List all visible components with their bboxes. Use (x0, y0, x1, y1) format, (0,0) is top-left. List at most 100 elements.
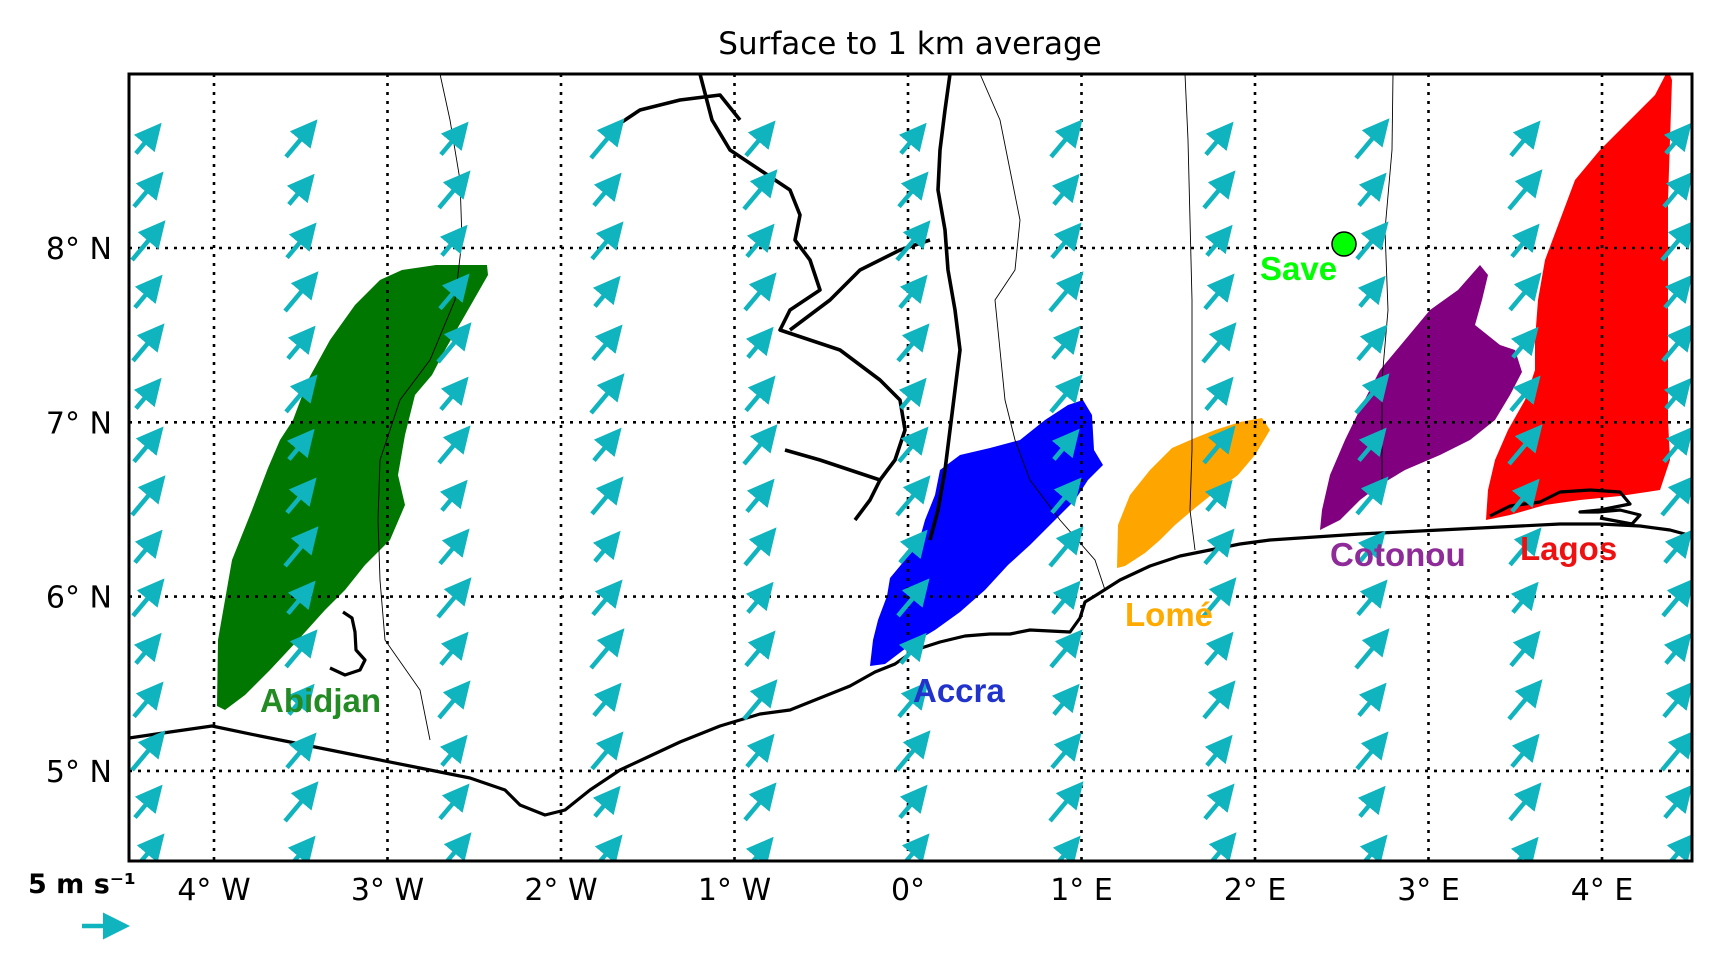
wind-vector-arrow (1357, 682, 1387, 718)
wind-vector-arrow (436, 577, 472, 619)
wind-vector-arrow (590, 221, 624, 261)
save-site-marker (1331, 231, 1357, 257)
cotonou-plume (1320, 265, 1522, 530)
wind-vector-arrow (1359, 834, 1388, 861)
wind-vector-arrow (1663, 122, 1692, 155)
x-tick-label: 0° (891, 873, 925, 908)
wind-vector-arrow (745, 836, 774, 861)
wind-vector-arrow (1666, 833, 1692, 861)
wind-vector-arrow (898, 377, 927, 410)
wind-vector-arrow (286, 580, 316, 616)
wind-vector-arrow (897, 426, 929, 464)
wind-vector-arrow (591, 579, 623, 617)
wind-vector-arrow (285, 732, 317, 770)
wind-vector-arrow (1051, 580, 1081, 616)
x-tick-label: 2° E (1224, 873, 1287, 908)
wind-vector-arrow (1049, 119, 1083, 159)
wind-vector-arrow (284, 629, 318, 669)
wind-vector-arrow (1509, 375, 1541, 413)
wind-vector-arrow (131, 578, 165, 618)
wind-vector-arrow (742, 679, 778, 721)
wind-vector-arrow (1507, 679, 1543, 721)
wind-vector-arrow (132, 681, 164, 719)
wind-vector-arrow (744, 120, 776, 158)
coastline (129, 522, 1692, 817)
wind-vector-arrow (1663, 529, 1692, 565)
wind-vector-arrow (283, 526, 319, 568)
wind-vector-arrow (1201, 322, 1237, 364)
wind-vector-arrow (589, 628, 625, 670)
wind-vector-arrow (1510, 733, 1540, 769)
map-frame (127, 72, 1694, 863)
wind-vector-arrow (439, 479, 468, 512)
wind-vector-arrow (437, 170, 471, 210)
wind-vector-arrow (589, 118, 625, 160)
wind-vector-arrow (437, 680, 471, 720)
wind-vector-arrow (590, 731, 624, 771)
x-tick-label: 4° E (1571, 873, 1634, 908)
wind-vector-arrow (1660, 730, 1692, 772)
wind-vector-arrow (1510, 478, 1540, 514)
wind-vector-arrow (1508, 272, 1542, 312)
wind-vector-arrow (743, 782, 777, 822)
wind-vector-arrow (1663, 784, 1692, 820)
y-tick-label: 7° N (46, 406, 112, 441)
wind-vector-arrow (1050, 222, 1082, 260)
wind-vector-arrow (438, 528, 470, 566)
wind-vector-arrow (1204, 631, 1234, 667)
wind-vector-arrow (1357, 427, 1387, 463)
wind-vector-arrow (1050, 477, 1082, 515)
wind-vector-arrow (1510, 223, 1540, 259)
wind-vector-arrow (897, 171, 929, 209)
wind-vector-arrow (443, 832, 472, 861)
wind-vector-arrow (1048, 271, 1084, 313)
x-tick-label: 1° E (1050, 873, 1113, 908)
wind-vector-arrow (1204, 479, 1233, 512)
wind-vector-arrow (592, 427, 622, 463)
wind-vector-arrow (1355, 221, 1389, 261)
wind-vector-arrow (438, 273, 470, 311)
wind-vector-arrow (286, 428, 315, 461)
wind-vector-arrow (1663, 632, 1692, 665)
wind-vector-arrow (130, 220, 166, 262)
wind-vector-arrow (1510, 836, 1539, 861)
wind-vector-arrow (1508, 527, 1542, 567)
map-title: Surface to 1 km average (718, 26, 1101, 62)
wind-vector-arrow (1355, 731, 1389, 771)
wind-vector-arrow (1662, 681, 1692, 719)
wind-vector-arrow (594, 834, 623, 861)
wind-vector-arrow (287, 835, 316, 861)
wind-vector-arrow (1662, 426, 1692, 464)
wind-vector-arrow (1660, 220, 1692, 262)
wind-vector-arrow (1357, 530, 1386, 563)
wind-vector-arrow (439, 121, 469, 157)
wind-arrows (130, 118, 1692, 861)
abidjan-plume (217, 265, 488, 710)
wind-vector-arrow (745, 581, 774, 614)
wind-vector-arrow (1048, 526, 1084, 568)
wind-vector-arrow (589, 373, 625, 415)
wind-vector-arrow (1663, 377, 1692, 410)
wind-vector-arrow (896, 323, 930, 363)
x-tick-label: 4° W (177, 873, 250, 908)
city-label-accra: Accra (913, 672, 1005, 709)
wind-vector-arrow (286, 325, 316, 361)
wind-vector-arrow (283, 271, 319, 313)
wind-vector-arrow (1201, 577, 1237, 619)
wind-vector-arrow (1507, 424, 1543, 466)
accra-plume (870, 400, 1103, 666)
city-plumes (217, 74, 1672, 710)
wind-vector-arrow (1661, 323, 1692, 363)
wind-vector-arrow (133, 122, 162, 155)
wind-vector-arrow (1051, 173, 1080, 206)
wind-vector-arrow (1509, 120, 1541, 158)
x-axis-tick-labels: 4° W 3° W 2° W 1° W 0° 1° E 2° E 3° E 4° E (177, 873, 1633, 908)
x-tick-label: 3° E (1397, 873, 1460, 908)
wind-vector-arrow (895, 475, 931, 517)
wind-vector-arrow (1354, 628, 1390, 670)
wind-vector-arrow (1354, 118, 1390, 160)
wind-vector-arrow (895, 730, 931, 772)
wind-vector-arrow (132, 426, 164, 464)
wind-vector-arrow (439, 631, 469, 667)
wind-vector-arrow (1051, 428, 1080, 461)
